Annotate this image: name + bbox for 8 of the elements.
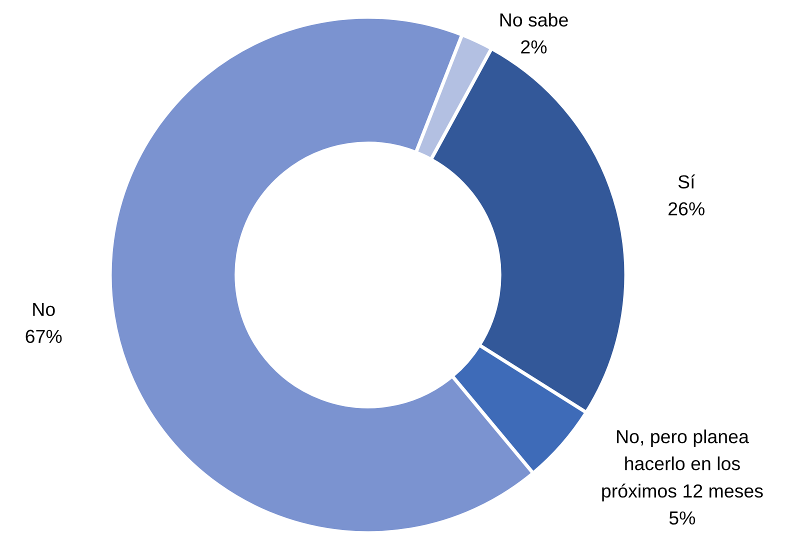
data-label: 5%: [669, 511, 696, 525]
data-label: 2%: [521, 40, 547, 54]
slice-label: No: [33, 302, 55, 316]
data-label: 26%: [668, 202, 704, 216]
data-label: 67%: [26, 330, 62, 344]
slice-label: Sí: [678, 174, 696, 188]
slice-label: No sabe: [500, 12, 568, 27]
slice-label: No, pero planea hacerlo en los próximos 12 meses: [602, 430, 763, 502]
